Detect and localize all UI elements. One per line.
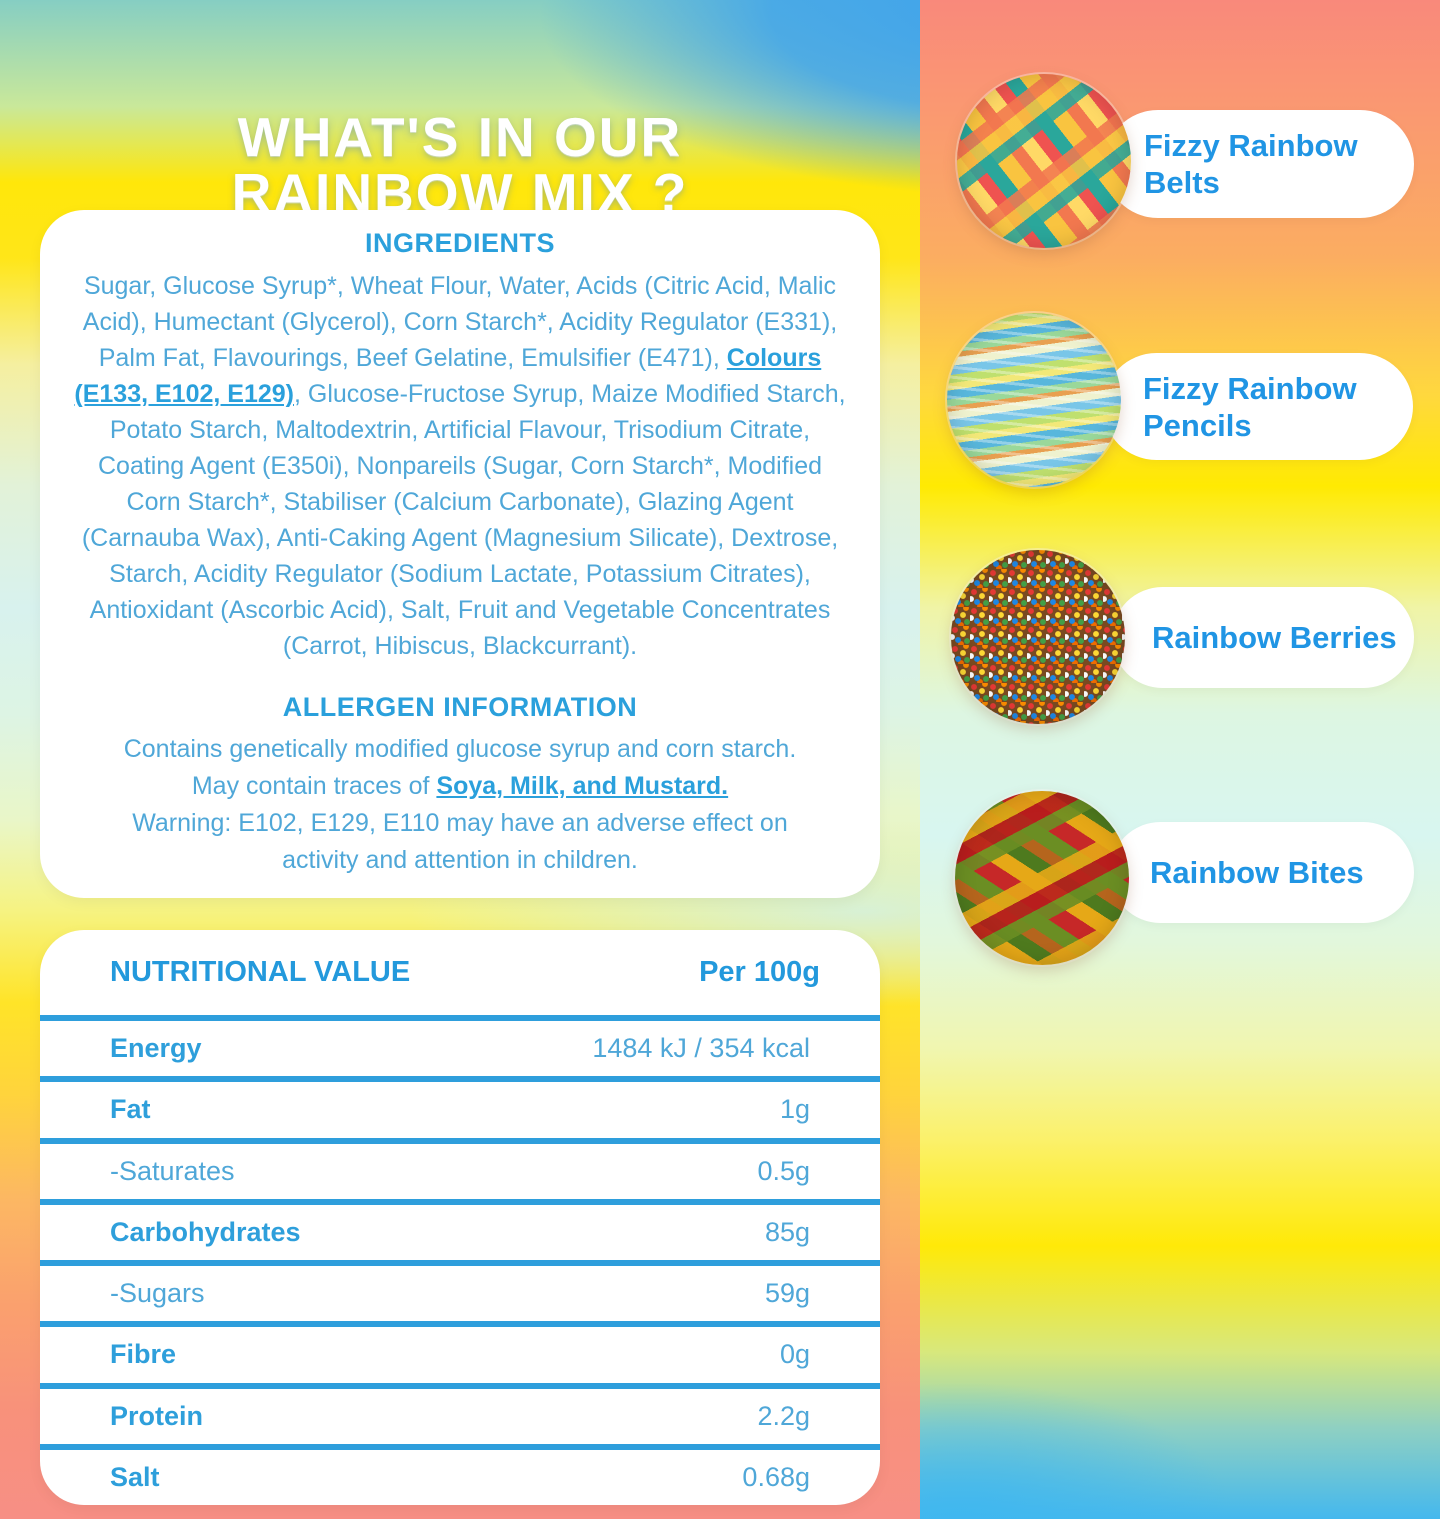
product-label-line2: Belts <box>1144 165 1220 200</box>
ingredients-card: INGREDIENTS Sugar, Glucose Syrup*, Wheat… <box>40 210 880 898</box>
allergen-traces-highlight: Soya, Milk, and Mustard. <box>436 772 729 800</box>
row-value: 0.5g <box>757 1155 810 1186</box>
product-label-line1: Rainbow Bites <box>1150 855 1364 890</box>
row-label: Fibre <box>110 1339 177 1370</box>
allergen-line-2-prefix: May contain traces of <box>191 772 437 800</box>
allergen-heading: ALLERGEN INFORMATION <box>282 692 638 722</box>
row-label: Energy <box>110 1033 202 1064</box>
product-label-line1: Rainbow Berries <box>1152 620 1397 655</box>
row-value: 1g <box>779 1094 810 1125</box>
product-label-pill: Rainbow Berries <box>1112 587 1414 688</box>
table-row-sugars: -Sugars 59g <box>40 1260 880 1321</box>
product-label-line1: Fizzy Rainbow <box>1143 370 1357 406</box>
rainbow-bites-image <box>955 791 1129 965</box>
ingredients-text-start: Sugar, Glucose Syrup*, Wheat Flour, Wate… <box>82 272 838 372</box>
table-row-saturates: -Saturates 0.5g <box>40 1137 880 1199</box>
row-value: 59g <box>764 1278 810 1309</box>
table-row-salt: Salt 0.68g <box>40 1443 880 1505</box>
product-label-pill: Fizzy Rainbow Belts <box>1104 110 1414 218</box>
page-title: WHAT'S IN OUR RAINBOW MIX ? <box>0 109 920 221</box>
product-label: Rainbow Bites <box>1110 854 1364 891</box>
row-label: Salt <box>110 1461 160 1492</box>
table-row-energy: Energy 1484 kJ / 354 kcal <box>40 1015 880 1076</box>
product-label: Rainbow Berries <box>1112 619 1397 656</box>
row-value: 0.68g <box>742 1461 810 1492</box>
nutrition-header: NUTRITIONAL VALUE Per 100g <box>40 930 880 1015</box>
product-label-pill: Fizzy Rainbow Pencils <box>1103 353 1413 460</box>
row-label: -Sugars <box>110 1278 205 1309</box>
nutrition-heading: NUTRITIONAL VALUE <box>110 956 411 988</box>
product-label: Fizzy Rainbow Belts <box>1104 127 1358 201</box>
nutrition-column-header: Per 100g <box>699 956 820 988</box>
allergen-line-1: Contains genetically modified glucose sy… <box>123 735 797 763</box>
row-value: 1484 kJ / 354 kcal <box>592 1033 810 1064</box>
table-row-carbohydrates: Carbohydrates 85g <box>40 1198 880 1260</box>
fizzy-rainbow-belts-image <box>957 74 1131 248</box>
products-panel: Fizzy Rainbow Belts Fizzy Rainbow Pencil… <box>920 0 1440 1519</box>
nutrition-rows: Energy 1484 kJ / 354 kcal Fat 1g -Satura… <box>40 1015 880 1505</box>
table-row-protein: Protein 2.2g <box>40 1382 880 1444</box>
row-value: 85g <box>764 1216 810 1247</box>
allergen-line-4: activity and attention in children. <box>282 846 638 874</box>
nutrition-card: NUTRITIONAL VALUE Per 100g Energy 1484 k… <box>40 930 880 1505</box>
fizzy-rainbow-pencils-image <box>947 313 1121 487</box>
product-label-pill: Rainbow Bites <box>1110 822 1414 923</box>
row-label: Carbohydrates <box>110 1216 301 1247</box>
page-title-line1: WHAT'S IN OUR <box>237 105 683 168</box>
product-label: Fizzy Rainbow Pencils <box>1103 370 1357 444</box>
allergen-line-2: May contain traces of Soya, Milk, and Mu… <box>74 768 846 805</box>
table-row-fibre: Fibre 0g <box>40 1321 880 1382</box>
ingredients-heading: INGREDIENTS <box>364 228 556 258</box>
ingredients-text: Sugar, Glucose Syrup*, Wheat Flour, Wate… <box>74 268 846 664</box>
row-label: Fat <box>110 1094 151 1125</box>
row-value: 2.2g <box>757 1400 810 1431</box>
row-value: 0g <box>779 1339 810 1370</box>
allergen-line-3: Warning: E102, E129, E110 may have an ad… <box>132 809 788 837</box>
ingredients-colours-highlight: Colours (E133, E102, E129) <box>74 344 822 408</box>
product-label-line1: Fizzy Rainbow <box>1144 128 1358 163</box>
ingredients-text-end: , Glucose-Fructose Syrup, Maize Modified… <box>81 380 846 660</box>
row-label: -Saturates <box>110 1155 235 1186</box>
rainbow-berries-image <box>951 550 1125 724</box>
row-label: Protein <box>110 1400 204 1431</box>
table-row-fat: Fat 1g <box>40 1076 880 1137</box>
product-label-line2: Pencils <box>1143 407 1252 443</box>
